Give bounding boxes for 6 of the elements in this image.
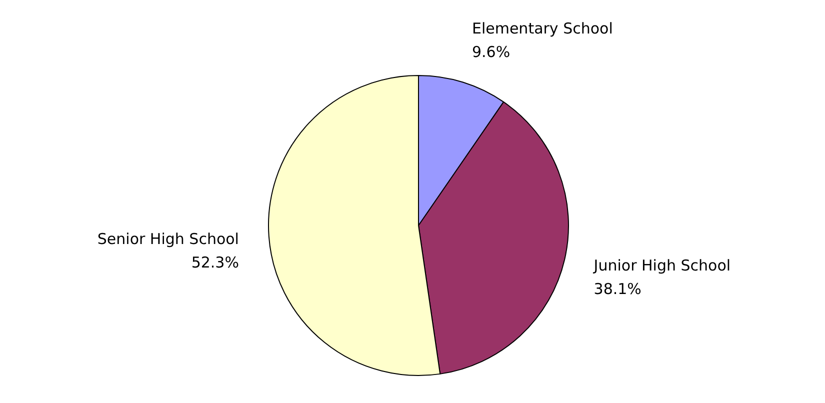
data-label: 52.3% bbox=[191, 253, 239, 272]
slice-label: Junior High School bbox=[592, 256, 731, 275]
slice-label: Senior High School bbox=[97, 230, 239, 248]
data-label: 38.1% bbox=[594, 280, 642, 298]
slice-label: Elementary School bbox=[472, 19, 613, 38]
data-label: 9.6% bbox=[472, 42, 510, 61]
